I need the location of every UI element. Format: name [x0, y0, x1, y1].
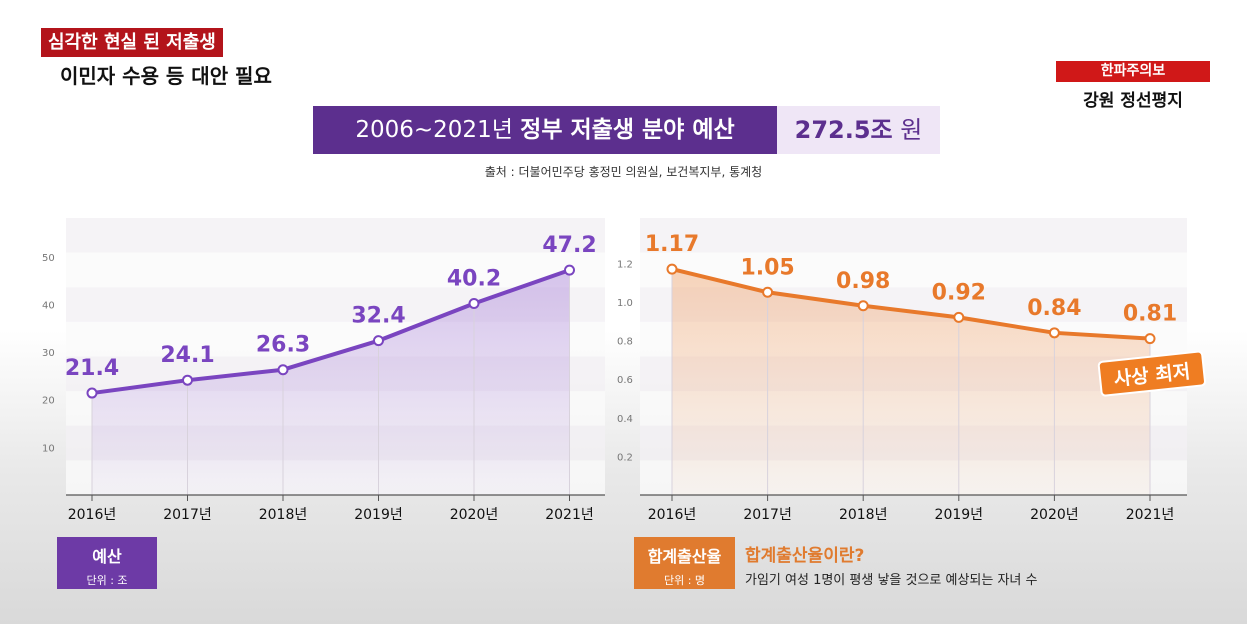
tfr-point	[953, 311, 965, 323]
budget-value-label: 26.3	[256, 333, 310, 358]
tfr-value-label: 1.05	[740, 255, 794, 280]
budget-xtick-label: 2019년	[354, 507, 403, 523]
tfr-point	[762, 286, 774, 298]
tfr-point	[857, 300, 869, 312]
tfr-ytick-label: 0.4	[617, 414, 633, 425]
title-total: 272.5조 원	[777, 106, 940, 154]
budget-ytick-label: 10	[42, 443, 55, 454]
tfr-explain-title: 합계출산율이란?	[745, 546, 865, 566]
weather-alert-region: 강원 정선평지	[1083, 91, 1183, 111]
tfr-ytick-label: 0.8	[617, 337, 633, 348]
budget-band	[66, 218, 605, 253]
tfr-value-label: 1.17	[645, 232, 699, 257]
budget-point	[86, 387, 98, 399]
budget-series-line	[91, 268, 571, 396]
budget-ytick-label: 20	[42, 396, 55, 407]
record-low-badge-box	[1097, 350, 1206, 397]
budget-point	[373, 335, 384, 347]
chart-title: 2006~2021년 정부 저출생 분야 예산	[313, 106, 777, 154]
budget-value-label: 40.2	[447, 267, 501, 292]
tfr-value-label: 0.84	[1027, 296, 1081, 321]
tfr-explain-definition: 가임기 여성 1명이 평생 낳을 것으로 예상되는 자녀 수	[745, 573, 1038, 588]
title-years: 2006~2021년	[355, 117, 513, 143]
budget-legend-unit: 단위 : 조	[86, 574, 128, 587]
budget-xtick-label: 2016년	[68, 507, 117, 523]
tfr-legend-unit: 단위 : 명	[663, 574, 706, 587]
tfr-ytick-label: 1.0	[617, 298, 633, 309]
tfr-xtick-label: 2016년	[648, 507, 697, 523]
title-label: 정부 저출생 분야 예산	[520, 117, 735, 143]
tfr-value-label: 0.98	[836, 269, 890, 294]
budget-point	[277, 364, 289, 376]
budget-xtick-label: 2020년	[450, 507, 499, 523]
budget-area	[92, 270, 570, 495]
budget-chart: 10 20 30 40 50 2016년 2017년 2018년 2019년 2020년 2021년…	[42, 218, 605, 523]
budget-point	[182, 374, 193, 386]
tfr-xtick-label: 2021년	[1126, 507, 1175, 523]
budget-ytick-label: 30	[42, 348, 55, 359]
tfr-point	[1048, 327, 1060, 339]
tfr-value-label: 0.92	[932, 280, 986, 305]
headline-subtitle: 이민자 수용 등 대안 필요	[60, 64, 272, 88]
tfr-ytick-label: 1.2	[617, 259, 633, 270]
weather-alert-badge: 한파주의보	[1056, 61, 1210, 82]
title-amount: 272.5조	[794, 116, 893, 144]
tfr-xtick-label: 2019년	[935, 507, 984, 523]
source-note: 출처 : 더불어민주당 홍정민 의원실, 보건복지부, 통계청	[484, 165, 763, 179]
budget-value-label: 24.1	[160, 343, 214, 368]
headline-banner: 심각한 현실 된 저출생	[41, 28, 223, 57]
budget-legend: 예산 단위 : 조	[57, 537, 157, 589]
budget-point	[468, 298, 480, 310]
tfr-chart: 0.2 0.4 0.6 0.8 1.0 1.2 2016년 2017년 2018년 2019년 20…	[617, 218, 1206, 523]
tfr-legend: 합계출산율 단위 : 명	[634, 537, 735, 589]
budget-xtick-label: 2021년	[545, 507, 594, 523]
budget-value-label: 32.4	[351, 304, 405, 329]
budget-xtick-label: 2018년	[259, 507, 308, 523]
tfr-point	[666, 263, 678, 275]
tfr-value-label: 0.81	[1123, 302, 1177, 327]
tfr-xtick-label: 2017년	[743, 507, 792, 523]
budget-ytick-label: 50	[42, 253, 55, 264]
tfr-ytick-label: 0.2	[617, 452, 633, 463]
budget-ytick-label: 40	[42, 300, 55, 311]
tfr-xtick-label: 2018년	[839, 507, 888, 523]
tfr-xtick-label: 2020년	[1030, 507, 1079, 523]
budget-legend-label: 예산	[92, 547, 122, 566]
budget-xtick-label: 2017년	[163, 507, 212, 523]
budget-point	[564, 264, 575, 276]
tfr-area	[672, 269, 1150, 495]
record-low-badge: 사상 최저	[1097, 350, 1206, 397]
tfr-band	[640, 218, 1187, 253]
tfr-legend-label: 합계출산율	[647, 547, 722, 566]
tfr-ytick-label: 0.6	[617, 375, 633, 386]
budget-value-label: 47.2	[542, 233, 596, 258]
budget-value-label: 21.4	[65, 356, 119, 381]
tfr-series-line	[671, 267, 1151, 341]
budget-band	[66, 252, 605, 288]
tfr-point	[1144, 333, 1156, 345]
title-unit: 원	[900, 116, 923, 144]
